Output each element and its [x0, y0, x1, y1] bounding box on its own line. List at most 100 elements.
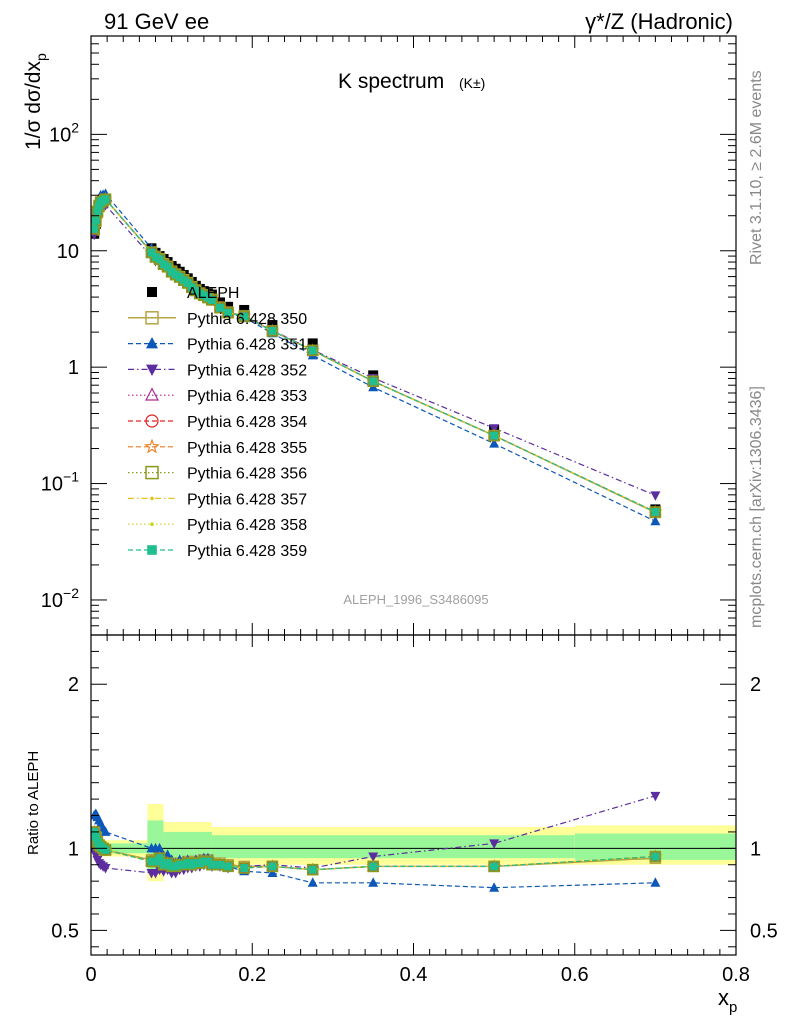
marker-shape [179, 276, 188, 285]
series-line [93, 198, 656, 513]
series-point [490, 431, 499, 440]
marker-shape [151, 857, 160, 866]
y-axis-title: 1/σ dσ/dxp [22, 53, 49, 150]
marker-shape [308, 346, 317, 355]
marker-shape [183, 279, 192, 288]
legend-marker [150, 522, 154, 526]
ratio-point [147, 857, 156, 866]
marker-shape [175, 860, 184, 869]
series-1 [91, 193, 662, 519]
ratio-y-tick-label: 2 [68, 674, 79, 696]
y-tick-label: 102 [49, 119, 79, 146]
ratio-point [163, 859, 172, 868]
marker-shape [183, 859, 192, 868]
marker-shape [240, 312, 249, 321]
marker-shape [171, 270, 180, 279]
marker-shape [163, 262, 172, 271]
series-point [199, 291, 208, 300]
ratio-point [100, 826, 111, 836]
x-axis-title: xp [718, 985, 737, 1016]
series-point [183, 279, 192, 288]
marker-shape [650, 877, 661, 887]
marker-shape [147, 248, 156, 257]
series-point [167, 267, 176, 276]
ratio-y-tick-label-right: 0.5 [750, 920, 778, 942]
y-tick-label: 10 [57, 241, 79, 263]
svg-text:xp: xp [718, 985, 737, 1016]
marker-shape [91, 832, 100, 841]
ratio-y-axis-title: Ratio to ALEPH [25, 751, 42, 855]
main-panel-series [91, 188, 663, 526]
ratio-point [224, 862, 233, 871]
series-point [179, 276, 188, 285]
marker-shape [145, 311, 159, 325]
marker-shape [199, 291, 208, 300]
marker-shape [649, 506, 662, 518]
ratio-point [191, 859, 200, 868]
marker-shape [167, 862, 176, 871]
series-3 [91, 201, 661, 501]
ratio-point [195, 859, 204, 868]
ratio-point [651, 852, 660, 861]
ratio-point [490, 862, 499, 871]
series-point [489, 438, 500, 448]
series-9 [92, 197, 658, 514]
series-point [238, 310, 250, 323]
series-point [101, 195, 110, 204]
marker-shape [101, 845, 110, 854]
marker-shape [368, 877, 379, 887]
marker-shape [93, 207, 102, 216]
ratio-point [101, 845, 110, 854]
marker-shape [650, 791, 661, 802]
marker-shape [154, 842, 165, 853]
legend-label: Pythia 6.428 350 [187, 311, 307, 328]
marker-shape [203, 293, 212, 302]
series-point [216, 303, 224, 312]
series-point [187, 283, 196, 292]
series-point [191, 286, 200, 295]
series-point [224, 308, 233, 317]
marker-shape [151, 253, 160, 262]
marker-shape [144, 438, 160, 454]
marker-shape [307, 877, 318, 887]
ratio-point [151, 857, 160, 866]
main-y-tick-labels: 10−2 10−1 1 10 102 [41, 119, 79, 612]
ratio-point [167, 862, 176, 871]
header-left-label: 91 GeV ee [104, 9, 209, 34]
legend-marker [146, 337, 158, 349]
legend-marker [147, 287, 157, 297]
marker-shape [266, 325, 279, 337]
marker-shape [367, 375, 379, 388]
series-4 [91, 192, 662, 517]
marker-shape [368, 852, 379, 863]
x-tick-label: 0.2 [238, 964, 266, 986]
legend-marker [147, 545, 157, 555]
series-point [222, 306, 234, 319]
marker-shape [268, 326, 277, 335]
legend-entry-10: Pythia 6.428 359 [128, 543, 307, 560]
marker-shape [167, 267, 176, 276]
marker-shape [216, 860, 224, 869]
legend-label: Pythia 6.428 356 [187, 466, 307, 483]
series-point [369, 377, 378, 386]
legend-entry-1: Pythia 6.428 350 [128, 311, 307, 328]
ratio-point [650, 791, 661, 802]
series-point [650, 515, 661, 526]
series-line [93, 198, 656, 513]
marker-shape [100, 826, 111, 836]
ratio-point [489, 839, 500, 849]
series-point [151, 253, 160, 262]
series-5 [91, 193, 661, 518]
marker-shape [267, 867, 278, 877]
series-10 [91, 195, 660, 516]
series-point [203, 293, 212, 302]
legend-label: Pythia 6.428 359 [187, 543, 307, 560]
legend-entry-4: Pythia 6.428 353 [128, 387, 307, 405]
legend-label: Pythia 6.428 358 [187, 517, 307, 534]
series-line [93, 198, 656, 514]
rivet-label: Rivet 3.1.10, ≥ 2.6M events [748, 70, 765, 265]
ratio-point [307, 877, 318, 887]
marker-shape [91, 216, 100, 225]
marker-shape [159, 260, 168, 269]
ratio-point [179, 860, 188, 869]
